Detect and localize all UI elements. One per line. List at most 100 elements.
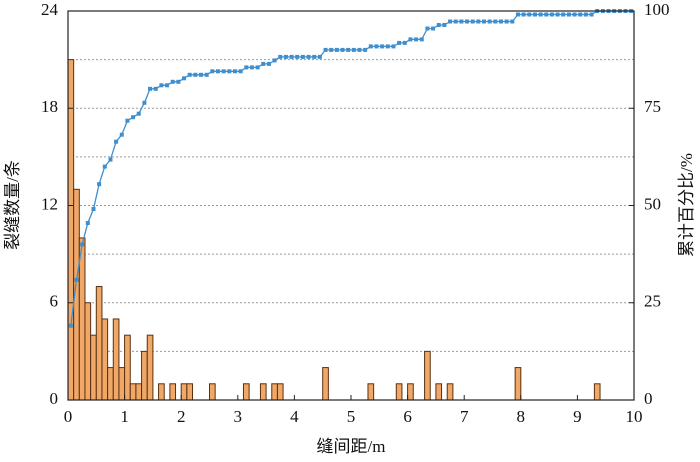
bar bbox=[118, 367, 126, 401]
cumulative-marker bbox=[312, 54, 317, 59]
y-tick-label: 6 bbox=[50, 292, 59, 311]
cumulative-marker bbox=[176, 79, 181, 84]
cumulative-marker bbox=[340, 47, 345, 52]
cumulative-marker bbox=[108, 157, 113, 162]
bar bbox=[135, 383, 143, 401]
cumulative-marker bbox=[193, 72, 198, 77]
cumulative-marker bbox=[357, 47, 362, 52]
cumulative-marker bbox=[261, 61, 266, 66]
x-tick-label: 0 bbox=[64, 407, 73, 426]
cumulative-marker bbox=[408, 37, 413, 42]
cumulative-marker bbox=[238, 69, 243, 74]
bar bbox=[67, 59, 75, 401]
cumulative-marker bbox=[159, 83, 164, 88]
bar bbox=[435, 383, 443, 401]
cumulative-marker bbox=[385, 44, 390, 49]
cumulative-marker bbox=[515, 12, 520, 17]
cumulative-marker bbox=[232, 69, 237, 74]
bar bbox=[129, 383, 137, 401]
y2-tick-label: 25 bbox=[644, 292, 661, 311]
cumulative-marker bbox=[453, 19, 458, 24]
cumulative-marker bbox=[380, 44, 385, 49]
cumulative-marker bbox=[544, 12, 549, 17]
x-axis-label: 缝间距/m bbox=[317, 437, 386, 456]
cumulative-marker bbox=[351, 47, 356, 52]
cumulative-marker bbox=[142, 100, 147, 105]
bar bbox=[186, 383, 194, 401]
cumulative-marker bbox=[153, 86, 158, 91]
cumulative-marker bbox=[498, 19, 503, 24]
x-tick-label: 4 bbox=[290, 407, 299, 426]
cumulative-marker bbox=[300, 54, 305, 59]
bar bbox=[158, 383, 165, 401]
cumulative-marker bbox=[119, 132, 124, 137]
cumulative-marker bbox=[448, 19, 453, 24]
bar bbox=[259, 383, 267, 401]
x-tick-label: 9 bbox=[573, 407, 582, 426]
bar bbox=[424, 350, 431, 401]
cumulative-marker bbox=[187, 72, 192, 77]
y2-tick-label: 75 bbox=[644, 97, 661, 116]
cumulative-marker bbox=[85, 221, 90, 226]
cumulative-marker bbox=[436, 23, 441, 28]
cumulative-marker bbox=[80, 242, 85, 247]
bar bbox=[276, 383, 284, 401]
cumulative-marker bbox=[414, 37, 419, 42]
cumulative-marker bbox=[419, 37, 424, 42]
cumulative-marker bbox=[114, 139, 119, 144]
bar bbox=[395, 383, 403, 401]
cumulative-marker bbox=[561, 12, 566, 17]
cumulative-marker bbox=[549, 12, 554, 17]
bar bbox=[84, 302, 92, 401]
bar bbox=[514, 367, 522, 401]
cumulative-marker bbox=[538, 12, 543, 17]
cumulative-marker bbox=[74, 277, 79, 282]
cumulative-marker bbox=[482, 19, 487, 24]
y2-tick-label: 0 bbox=[644, 389, 653, 408]
y2-tick-label: 50 bbox=[644, 194, 661, 213]
cumulative-marker bbox=[459, 19, 464, 24]
cumulative-marker bbox=[487, 19, 492, 24]
bar bbox=[124, 334, 131, 401]
x-tick-label: 7 bbox=[460, 407, 469, 426]
y2-tick-label: 100 bbox=[644, 0, 670, 19]
cumulative-marker bbox=[442, 23, 447, 28]
cumulative-marker bbox=[125, 118, 130, 123]
bar bbox=[367, 383, 375, 401]
cumulative-marker bbox=[91, 207, 96, 212]
bar bbox=[593, 383, 601, 401]
cumulative-marker bbox=[255, 65, 260, 70]
bar bbox=[180, 383, 188, 401]
bar bbox=[169, 383, 177, 401]
bar bbox=[107, 367, 114, 401]
cumulative-line bbox=[70, 10, 632, 326]
y-tick-label: 18 bbox=[41, 97, 58, 116]
cumulative-marker bbox=[510, 19, 515, 24]
y-tick-label: 0 bbox=[50, 389, 59, 408]
cumulative-marker bbox=[402, 40, 407, 45]
cumulative-marker bbox=[334, 47, 339, 52]
cumulative-marker bbox=[329, 47, 334, 52]
cumulative-marker bbox=[102, 164, 107, 169]
bar bbox=[407, 383, 414, 401]
cumulative-marker bbox=[295, 54, 300, 59]
cumulative-marker bbox=[532, 12, 537, 17]
cumulative-marker bbox=[244, 65, 249, 70]
bar bbox=[242, 383, 250, 401]
cumulative-marker bbox=[215, 69, 220, 74]
y-tick-label: 24 bbox=[41, 0, 59, 19]
cumulative-marker bbox=[527, 12, 532, 17]
cumulative-marker bbox=[363, 47, 368, 52]
cumulative-marker bbox=[68, 323, 73, 328]
cumulative-marker bbox=[566, 12, 571, 17]
x-tick-label: 8 bbox=[517, 407, 526, 426]
cumulative-marker bbox=[368, 44, 373, 49]
cumulative-marker bbox=[425, 26, 430, 31]
bar bbox=[141, 350, 148, 401]
y2-axis-label: 累计百分比/% bbox=[677, 153, 696, 257]
cumulative-marker bbox=[578, 12, 583, 17]
bar bbox=[90, 334, 97, 401]
bar bbox=[101, 318, 109, 401]
cumulative-marker bbox=[397, 40, 402, 45]
